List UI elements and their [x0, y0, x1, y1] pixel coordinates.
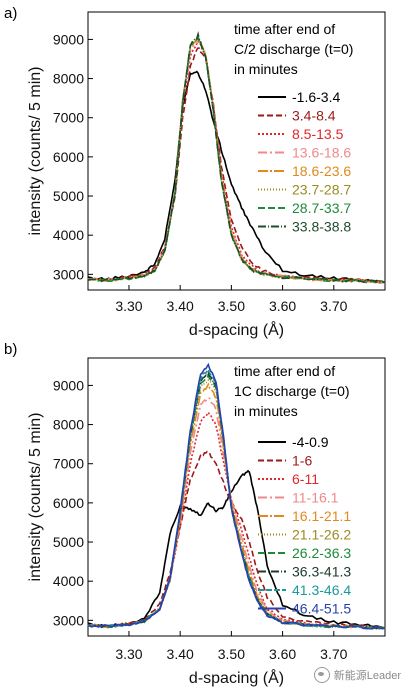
legend-entry-label: 21.1-26.2 [292, 527, 351, 543]
y-tick-label: 3000 [53, 266, 84, 282]
x-axis-title: d-spacing (Å) [189, 320, 284, 339]
x-tick-label: 3.60 [269, 646, 296, 662]
legend-entry-label: 26.2-36.3 [292, 545, 351, 561]
y-tick-label: 4000 [53, 573, 84, 589]
y-tick-label: 5000 [53, 188, 84, 204]
legend-entry-label: 18.6-23.6 [292, 163, 351, 179]
x-tick-label: 3.70 [320, 298, 347, 314]
chart-panel-b: b) 3000 4000 5000 6000 7000 8000 9000 3.30 3.40 3.… [4, 341, 386, 687]
legend-entry-label: 8.5-13.5 [292, 126, 344, 142]
legend-title: in minutes [234, 403, 298, 419]
legend-entry-label: 33.8-38.8 [292, 219, 351, 235]
panel-label: b) [4, 341, 17, 358]
series-line [87, 31, 386, 284]
x-tick-label: 3.50 [218, 646, 245, 662]
y-tick-label: 7000 [53, 456, 84, 472]
legend-entry-label: 6-11 [292, 471, 319, 487]
x-tick-label: 3.70 [320, 646, 347, 662]
watermark-text: 新能源Leader [333, 670, 401, 682]
series-line [87, 36, 386, 283]
panel-label: a) [4, 5, 17, 22]
series-line [87, 469, 386, 629]
legend-title: in minutes [234, 61, 298, 77]
legend-entry-label: 23.7-28.7 [292, 182, 351, 198]
y-tick-label: 7000 [53, 110, 84, 126]
x-tick-label: 3.50 [218, 298, 245, 314]
legend-entry-label: 16.1-21.1 [292, 508, 351, 524]
x-tick-label: 3.40 [167, 298, 194, 314]
y-tick-label: 9000 [53, 31, 84, 47]
series-line [87, 362, 385, 630]
plot-frame [87, 357, 386, 637]
series-line [87, 70, 386, 283]
legend-title: time after end of [234, 363, 335, 379]
y-axis-title: intensity (counts/ 5 min) [27, 67, 44, 236]
chart-panel-a: a) 3000 4000 5000 6000 7000 8000 9000 3.30 3.40 3.… [4, 5, 386, 339]
y-tick-label: 9000 [53, 377, 84, 393]
series-line [87, 47, 386, 284]
y-tick-label: 8000 [53, 417, 84, 433]
legend-entry-label: 36.3-41.3 [292, 564, 351, 580]
legend-entry-label: -1.6-3.4 [292, 89, 340, 105]
legend-entry-label: -4-0.9 [292, 434, 329, 450]
legend-entry-label: 11-16.1 [292, 490, 339, 506]
legend-entry-label: 3.4-8.4 [292, 108, 336, 124]
legend-entry-label: 41.3-46.4 [292, 582, 351, 598]
legend-title: 1C discharge (t=0) [234, 383, 350, 399]
plot-frame [87, 11, 386, 291]
legend-entry-label: 46.4-51.5 [292, 601, 351, 617]
legend-title: C/2 discharge (t=0) [234, 41, 353, 57]
y-axis-title: intensity (counts/ 5 min) [27, 413, 44, 582]
y-tick-label: 4000 [53, 227, 84, 243]
series-line [87, 450, 386, 630]
x-tick-label: 3.30 [115, 646, 142, 662]
x-tick-label: 3.40 [167, 646, 194, 662]
y-tick-label: 8000 [53, 71, 84, 87]
y-tick-label: 5000 [53, 534, 84, 550]
legend-entry-label: 28.7-33.7 [292, 200, 351, 216]
legend-title: time after end of [234, 21, 335, 37]
x-tick-label: 3.60 [269, 298, 296, 314]
y-tick-label: 3000 [53, 612, 84, 628]
x-axis-title: d-spacing (Å) [189, 668, 284, 687]
legend-entry-label: 1-6 [292, 453, 312, 469]
y-tick-label: 6000 [53, 149, 84, 165]
wechat-icon [313, 667, 330, 683]
y-tick-label: 6000 [53, 495, 84, 511]
watermark: 新能源Leader [313, 667, 401, 683]
legend-entry-label: 13.6-18.6 [292, 145, 351, 161]
x-tick-label: 3.30 [115, 298, 142, 314]
